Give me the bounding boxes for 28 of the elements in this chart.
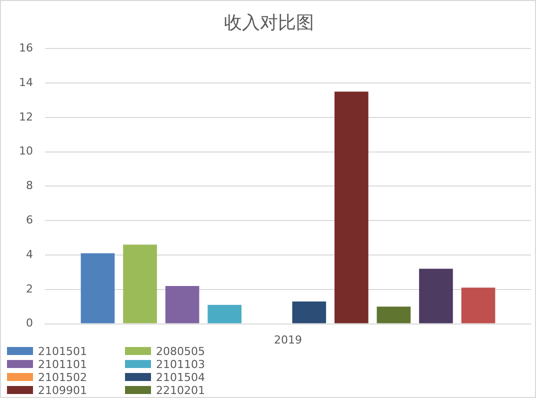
legend-label: 2101502 <box>38 370 87 384</box>
bar <box>334 92 368 324</box>
bar <box>165 286 200 324</box>
y-tick-label: 16 <box>18 41 33 54</box>
bar <box>461 288 496 324</box>
y-tick-label: 4 <box>26 248 33 261</box>
bar <box>419 268 453 324</box>
y-tick-label: 2 <box>26 282 33 296</box>
bar <box>80 253 115 324</box>
legend-label: 2080505 <box>156 344 205 358</box>
bar <box>123 244 157 324</box>
bar <box>208 304 242 324</box>
bar <box>376 306 411 324</box>
legend-label: 2101103 <box>156 358 205 370</box>
legend-label: 2210201 <box>156 384 205 396</box>
legend-label: 2109901 <box>38 384 87 396</box>
legend-label: 2101501 <box>38 344 87 358</box>
legend-label: 2101504 <box>156 370 205 384</box>
legend-label: 2101101 <box>38 358 87 370</box>
x-tick-label: 2019 <box>274 333 302 346</box>
y-tick-label: 8 <box>26 179 33 192</box>
chart-title: 收入对比图 <box>224 12 314 34</box>
y-tick-label: 6 <box>26 213 33 226</box>
y-tick-label: 0 <box>26 316 33 330</box>
y-tick-label: 12 <box>18 110 33 124</box>
y-tick-label: 10 <box>18 144 33 158</box>
y-tick-label: 14 <box>18 76 33 89</box>
bar <box>292 301 326 324</box>
